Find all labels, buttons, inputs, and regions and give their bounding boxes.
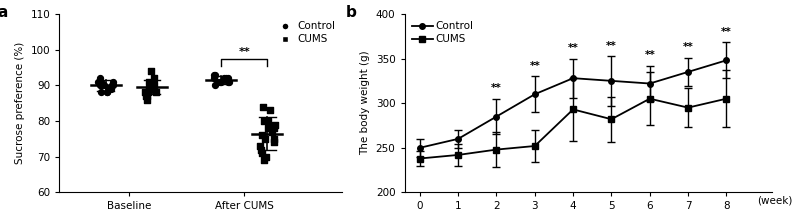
Legend: Control, CUMS: Control, CUMS: [272, 19, 338, 46]
Point: [268, 127, 281, 130]
Point: [262, 127, 275, 130]
Legend: Control, CUMS: Control, CUMS: [410, 19, 476, 46]
Point: [91, 80, 104, 84]
Point: [220, 76, 233, 80]
Point: [147, 84, 160, 87]
Point: [266, 130, 278, 133]
Text: **: **: [721, 27, 732, 37]
Text: (week): (week): [757, 196, 792, 206]
Point: [222, 80, 234, 84]
Point: [94, 84, 106, 87]
Text: **: **: [238, 48, 250, 58]
Point: [208, 84, 221, 87]
Point: [107, 84, 120, 87]
Point: [256, 151, 269, 155]
Point: [269, 123, 282, 126]
Point: [103, 87, 116, 91]
Point: [254, 148, 267, 151]
Y-axis label: The body weight (g): The body weight (g): [360, 51, 370, 155]
Point: [94, 91, 107, 94]
Point: [142, 87, 155, 91]
Point: [142, 80, 155, 84]
Point: [146, 84, 158, 87]
Point: [94, 76, 106, 80]
Point: [94, 84, 107, 87]
Point: [94, 80, 107, 84]
Point: [143, 84, 156, 87]
Point: [105, 84, 118, 87]
Point: [258, 119, 270, 123]
Text: **: **: [491, 83, 502, 93]
Point: [92, 80, 105, 84]
Text: **: **: [606, 41, 617, 51]
Point: [263, 108, 276, 112]
Point: [222, 80, 235, 84]
Point: [258, 159, 270, 162]
Point: [138, 91, 151, 94]
Point: [106, 80, 119, 84]
Point: [259, 155, 272, 158]
Point: [140, 98, 153, 101]
Point: [98, 84, 110, 87]
Point: [102, 87, 115, 91]
Point: [144, 84, 157, 87]
Point: [146, 87, 158, 91]
Y-axis label: Sucrose preference (%): Sucrose preference (%): [15, 42, 25, 164]
Text: **: **: [682, 42, 694, 52]
Point: [145, 69, 158, 73]
Point: [141, 94, 154, 98]
Point: [105, 87, 118, 91]
Point: [222, 76, 235, 80]
Point: [142, 91, 155, 94]
Point: [147, 87, 160, 91]
Point: [262, 119, 274, 123]
Point: [268, 141, 281, 144]
Point: [211, 80, 224, 84]
Text: b: b: [346, 5, 357, 20]
Text: **: **: [644, 50, 655, 60]
Text: **: **: [568, 43, 578, 53]
Point: [267, 137, 280, 141]
Text: a: a: [0, 5, 7, 20]
Point: [147, 76, 160, 80]
Point: [101, 91, 114, 94]
Point: [214, 80, 226, 84]
Point: [262, 127, 274, 130]
Point: [218, 76, 230, 80]
Point: [254, 144, 266, 148]
Point: [258, 137, 271, 141]
Point: [101, 91, 114, 94]
Point: [256, 133, 269, 137]
Point: [208, 73, 221, 76]
Point: [257, 105, 270, 108]
Point: [214, 80, 227, 84]
Point: [140, 94, 153, 98]
Point: [209, 73, 222, 76]
Point: [150, 91, 163, 94]
Text: **: **: [530, 61, 540, 71]
Point: [207, 76, 220, 80]
